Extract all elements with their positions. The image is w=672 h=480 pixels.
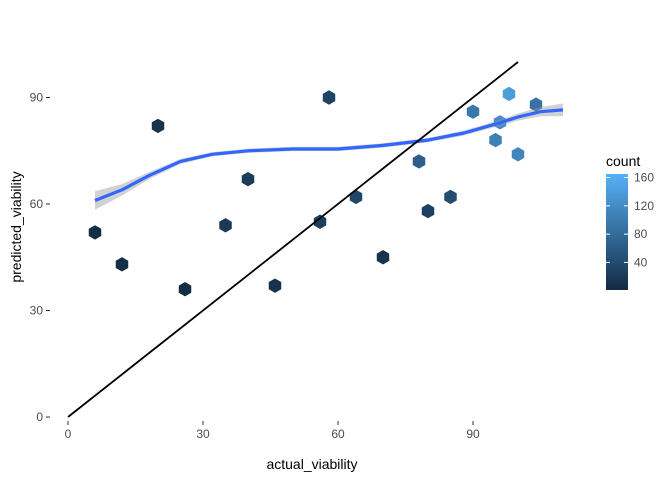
legend-title: count xyxy=(606,153,640,169)
y-tick-label: 0 xyxy=(36,410,43,424)
legend-colorbar xyxy=(606,174,628,290)
hexbin-cell xyxy=(219,218,232,233)
hexbin-cell xyxy=(349,189,363,205)
hexbin-cell xyxy=(268,278,282,293)
hexbin-cell xyxy=(466,104,480,119)
hexbin-cell xyxy=(444,189,457,205)
x-tick-label: 90 xyxy=(466,427,480,441)
axes: 0 30 60 90 0 30 60 90 xyxy=(30,91,480,442)
smooth-line xyxy=(94,108,564,202)
hexbin-cell xyxy=(421,203,435,219)
y-tick-label: 60 xyxy=(30,197,44,211)
identity-line-layer xyxy=(67,61,519,418)
hexbin-cell xyxy=(115,257,129,272)
hexbin-cell xyxy=(313,214,327,229)
hexbin-cell xyxy=(88,225,102,240)
legend-label: 80 xyxy=(634,227,648,241)
legend-label: 160 xyxy=(634,171,654,185)
hexbin-cell xyxy=(412,154,426,169)
hexbin-cell xyxy=(241,171,255,187)
hexbin-cell xyxy=(151,118,165,134)
identity-line xyxy=(67,61,519,418)
hexbin-cell xyxy=(511,147,525,162)
hexbin-cell xyxy=(529,97,543,112)
x-tick-label: 60 xyxy=(331,427,345,441)
hexbin-cell xyxy=(489,132,502,148)
hexbin-cell xyxy=(502,86,516,102)
x-tick-label: 30 xyxy=(196,427,210,441)
legend-label: 120 xyxy=(634,199,654,213)
smooth-confidence-band xyxy=(95,103,563,210)
hexbin-cell xyxy=(376,250,390,265)
y-tick-label: 90 xyxy=(30,91,44,105)
x-tick-label: 0 xyxy=(65,427,72,441)
legend-label: 40 xyxy=(634,255,648,269)
y-tick-label: 30 xyxy=(30,304,44,318)
legend: count 40 80 120 160 xyxy=(606,153,654,290)
hexbin-cell xyxy=(178,282,192,297)
smooth-layer xyxy=(94,103,564,210)
hexbin-layer xyxy=(88,86,543,297)
x-axis-title: actual_viability xyxy=(266,456,357,472)
y-axis-title: predicted_viability xyxy=(8,171,24,282)
hexbin-cell xyxy=(322,90,336,105)
